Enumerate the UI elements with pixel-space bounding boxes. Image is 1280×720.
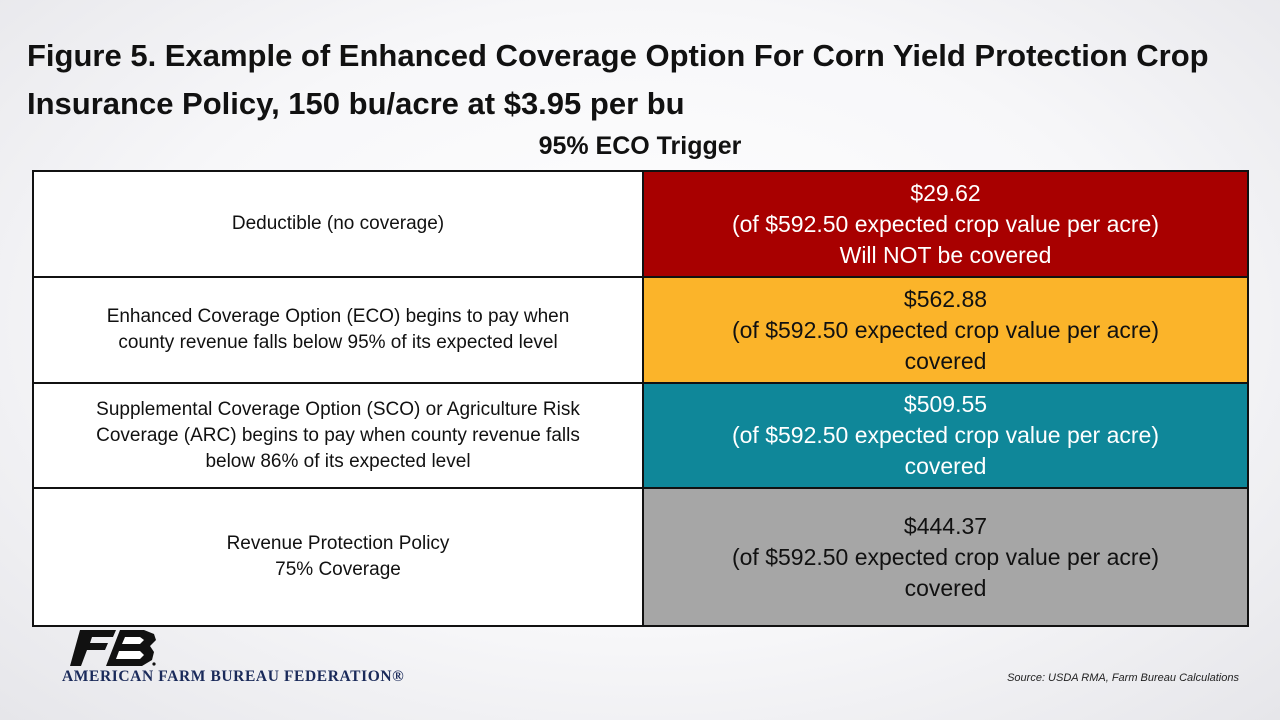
coverage-note: (of $592.50 expected crop value per acre… [731, 422, 1160, 448]
coverage-label-line: Enhanced Coverage Option (ECO) begins to… [106, 306, 570, 327]
table-row: Supplemental Coverage Option (SCO) or Ag… [32, 382, 1249, 489]
coverage-label-cell: Deductible (no coverage) [32, 170, 644, 278]
coverage-value-cell: $29.62 (of $592.50 expected crop value p… [642, 170, 1249, 278]
table-subtitle: 95% ECO Trigger [538, 132, 742, 160]
table-row: Enhanced Coverage Option (ECO) begins to… [32, 276, 1249, 384]
table-row: Deductible (no coverage) $29.62 (of $592… [32, 170, 1249, 278]
afbf-logo: AMERICAN FARM BUREAU FEDERATION® [62, 630, 462, 690]
coverage-label-line: Supplemental Coverage Option (SCO) or Ag… [96, 398, 580, 420]
coverage-label-line: Revenue Protection Policy [226, 533, 450, 554]
table-row: Revenue Protection Policy 75% Coverage $… [32, 487, 1249, 627]
farm-bureau-fb-logo-icon [70, 630, 156, 666]
coverage-value-cell: $444.37 (of $592.50 expected crop value … [642, 487, 1249, 627]
coverage-note: (of $592.50 expected crop value per acre… [731, 543, 1160, 570]
coverage-label-cell: Enhanced Coverage Option (ECO) begins to… [32, 276, 644, 384]
coverage-status: Will NOT be covered [839, 241, 1052, 268]
coverage-amount: $509.55 [903, 391, 988, 417]
afbf-logo-text: AMERICAN FARM BUREAU FEDERATION® [62, 668, 405, 685]
coverage-label-line: below 86% of its expected level [205, 450, 471, 472]
coverage-table: Deductible (no coverage) $29.62 (of $592… [32, 170, 1249, 627]
coverage-label-line: county revenue falls below 95% of its ex… [118, 332, 558, 353]
coverage-value-cell: $562.88 (of $592.50 expected crop value … [642, 276, 1249, 384]
coverage-status: covered [904, 574, 987, 601]
coverage-label-cell: Supplemental Coverage Option (SCO) or Ag… [32, 382, 644, 489]
slide-title: Figure 5. Example of Enhanced Coverage O… [27, 38, 1209, 121]
coverage-label-line: 75% Coverage [275, 559, 401, 580]
coverage-amount: $562.88 [903, 285, 988, 312]
coverage-amount: $444.37 [903, 512, 988, 539]
coverage-label-line: Coverage (ARC) begins to pay when county… [96, 424, 580, 446]
coverage-value-cell: $509.55 (of $592.50 expected crop value … [642, 382, 1249, 489]
coverage-status: covered [904, 453, 987, 479]
coverage-note: (of $592.50 expected crop value per acre… [731, 316, 1160, 343]
coverage-label-line: Deductible (no coverage) [231, 213, 445, 234]
source-note: Source: USDA RMA, Farm Bureau Calculatio… [1007, 672, 1239, 684]
coverage-note: (of $592.50 expected crop value per acre… [731, 210, 1160, 237]
coverage-status: covered [904, 347, 987, 374]
coverage-amount: $29.62 [910, 179, 981, 206]
coverage-label-cell: Revenue Protection Policy 75% Coverage [32, 487, 644, 627]
